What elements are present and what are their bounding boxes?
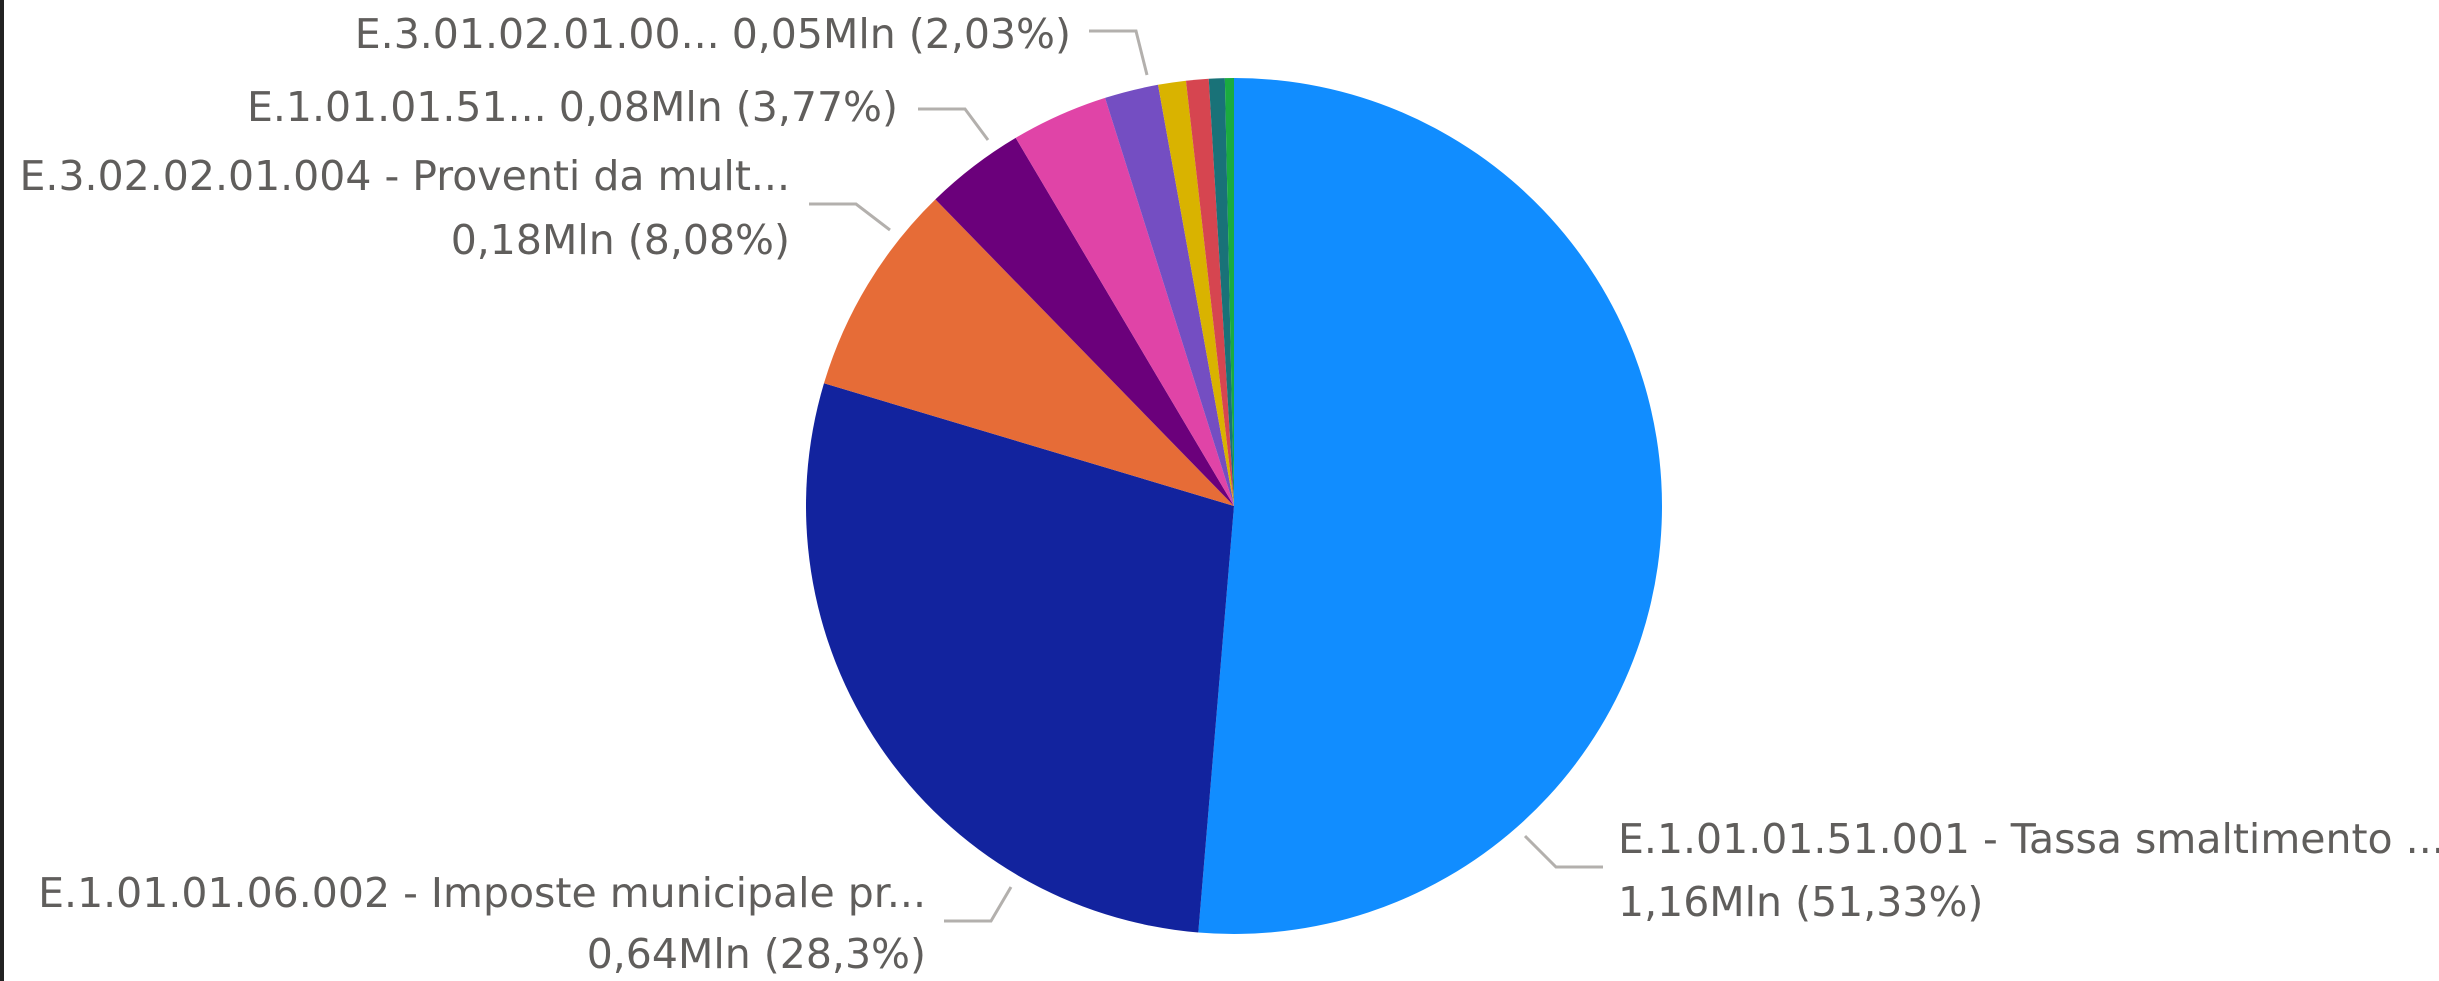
pie-slice (1158, 80, 1234, 506)
slice-label: E.1.01.01.51.001 - Tassa smaltimento ... (1618, 815, 2439, 863)
pie-slice (806, 383, 1234, 933)
leader-line (918, 107, 990, 141)
pie-slice (1208, 78, 1234, 506)
leader-line (1523, 834, 1603, 869)
slice-value-label: 0,05Mln (2,03%) (732, 10, 1071, 58)
frame-edge (0, 0, 4, 981)
pie-slice (823, 199, 1234, 507)
pie-slice (1185, 78, 1234, 507)
pie-slice (1015, 97, 1234, 506)
pie-slice (935, 137, 1234, 507)
pie-slice (1105, 84, 1234, 506)
slice-value-label: 1,16Mln (51,33%) (1618, 878, 1983, 926)
slice-label: E.3.01.02.01.00... (355, 10, 720, 58)
slice-label: E.3.02.02.01.004 - Proventi da mult... (20, 152, 790, 200)
slice-label: E.1.01.01.51... (247, 83, 547, 131)
slice-label-group: E.1.01.01.51... 0,08Mln (3,77%) (247, 83, 898, 131)
slice-value-label: 0,08Mln (3,77%) (559, 83, 898, 131)
slice-value-label: 0,18Mln (8,08%) (451, 216, 790, 264)
slice-value-label: 0,64Mln (28,3%) (587, 930, 926, 978)
leader-line (944, 886, 1013, 923)
pie-slice (1198, 78, 1663, 935)
slice-label-group: E.3.01.02.01.00... 0,05Mln (2,03%) (355, 10, 1071, 58)
slice-label: E.1.01.01.06.002 - Imposte municipale pr… (38, 869, 926, 917)
leader-line (1089, 29, 1149, 76)
pie-slice (1224, 78, 1234, 506)
leader-line (809, 202, 891, 232)
